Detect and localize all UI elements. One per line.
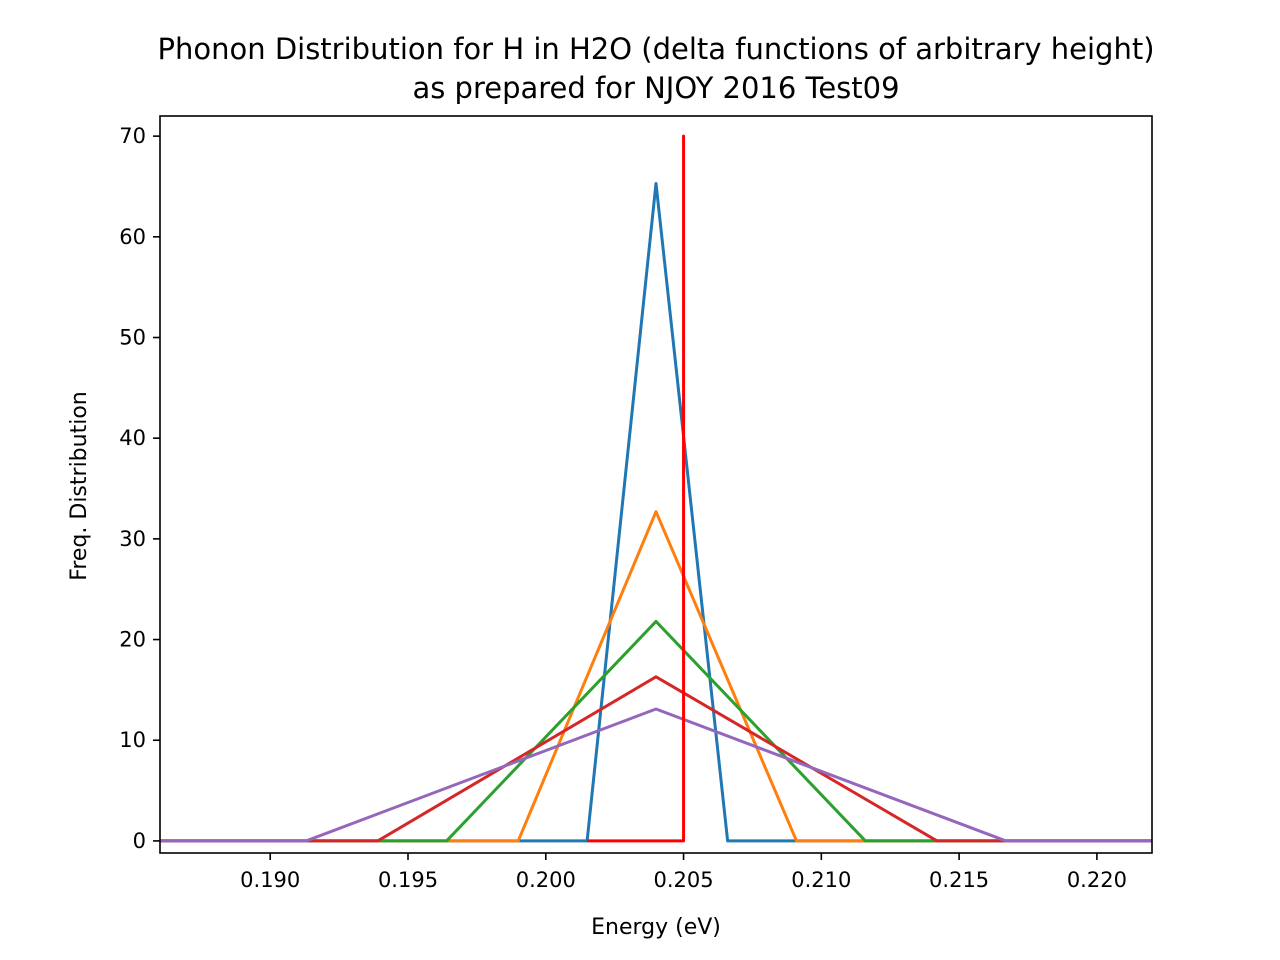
plot-frame <box>159 115 1153 854</box>
y-axis: 0 10 20 30 40 50 60 70 <box>119 124 160 853</box>
x-tick-label: 0.195 <box>378 868 438 892</box>
y-tick-label: 40 <box>119 426 146 450</box>
x-axis: 0.190 0.195 0.200 0.205 0.210 0.215 0.220 <box>240 853 1127 892</box>
x-tick-label: 0.205 <box>653 868 713 892</box>
series-line-6 <box>587 134 686 843</box>
plot-area <box>159 115 1153 854</box>
y-tick-label: 20 <box>119 628 146 652</box>
y-tick-label: 60 <box>119 225 146 249</box>
y-tick-label: 10 <box>119 728 146 752</box>
y-tick-label: 30 <box>119 527 146 551</box>
x-tick-label: 0.190 <box>240 868 300 892</box>
x-tick-label: 0.215 <box>929 868 989 892</box>
chart-subtitle: as prepared for NJOY 2016 Test09 <box>412 71 899 105</box>
series-layer <box>160 134 1152 843</box>
x-axis-label: Energy (eV) <box>591 915 721 940</box>
x-tick-label: 0.220 <box>1067 868 1127 892</box>
x-tick-label: 0.200 <box>516 868 576 892</box>
y-tick-label: 70 <box>119 124 146 148</box>
x-tick-label: 0.210 <box>791 868 851 892</box>
y-tick-label: 0 <box>133 829 146 853</box>
y-tick-label: 50 <box>119 326 146 350</box>
chart-title: Phonon Distribution for H in H2O (delta … <box>157 32 1154 66</box>
series-line-5 <box>160 707 1152 843</box>
y-axis-label: Freq. Distribution <box>67 391 92 580</box>
